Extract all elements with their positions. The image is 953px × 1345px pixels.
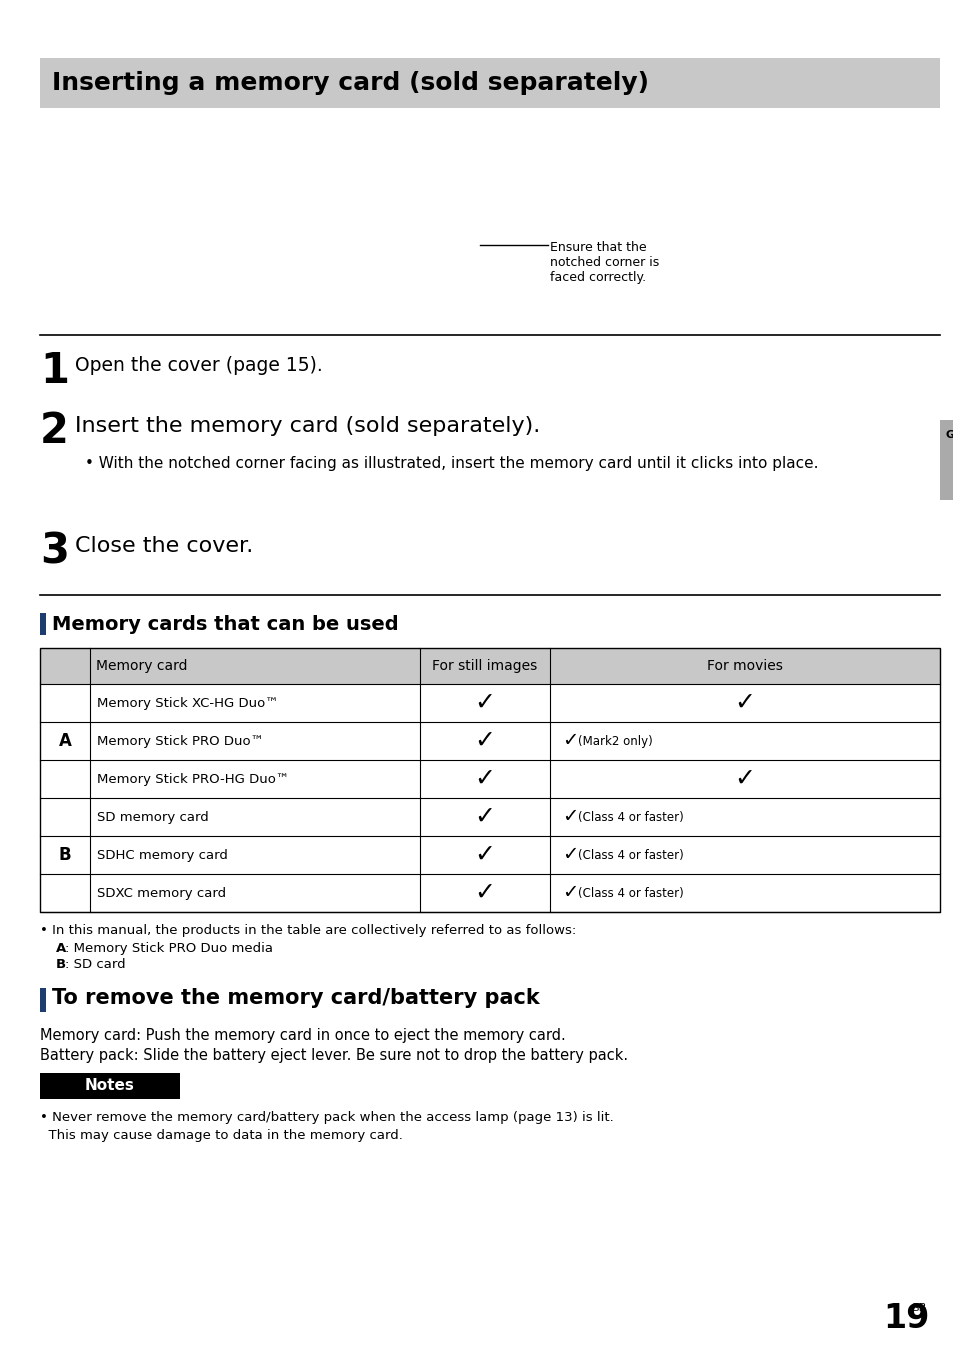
Text: ✓: ✓ [474,729,495,753]
Text: (Class 4 or faster): (Class 4 or faster) [578,811,683,823]
Text: GB: GB [909,1303,925,1313]
Bar [40,58,939,108]
Text: For movies: For movies [706,659,782,672]
Text: • Never remove the memory card/battery pack when the access lamp (page 13) is li: • Never remove the memory card/battery p… [40,1111,613,1124]
Text: ✓: ✓ [734,691,755,716]
Bar [40,989,46,1011]
Text: Notes: Notes [85,1079,134,1093]
Text: ✓: ✓ [474,691,495,716]
Text: SDXC memory card: SDXC memory card [97,886,226,900]
Text: (Class 4 or faster): (Class 4 or faster) [578,886,683,900]
Bar [939,420,953,500]
Bar [40,613,46,635]
Text: ✓: ✓ [561,732,578,751]
Text: ✓: ✓ [474,881,495,905]
Text: ✓: ✓ [561,846,578,865]
Text: ✓: ✓ [474,767,495,791]
Text: • In this manual, the products in the table are collectively referred to as foll: • In this manual, the products in the ta… [40,924,576,937]
Text: (Class 4 or faster): (Class 4 or faster) [578,849,683,862]
Text: For still images: For still images [432,659,537,672]
Text: B: B [59,846,71,863]
Text: Ensure that the
notched corner is
faced correctly.: Ensure that the notched corner is faced … [550,241,659,284]
Text: Memory cards that can be used: Memory cards that can be used [52,615,398,633]
Text: Close the cover.: Close the cover. [75,537,253,555]
Text: 19: 19 [882,1302,929,1336]
Text: 1: 1 [40,350,69,391]
Text: A: A [58,732,71,751]
Text: Insert the memory card (sold separately).: Insert the memory card (sold separately)… [75,416,539,436]
Text: This may cause damage to data in the memory card.: This may cause damage to data in the mem… [40,1128,402,1142]
Bar [40,1073,180,1099]
Text: ✓: ✓ [561,884,578,902]
Bar [40,648,939,912]
Text: : Memory Stick PRO Duo media: : Memory Stick PRO Duo media [65,941,273,955]
Text: 2: 2 [40,410,69,452]
Text: Battery pack: Slide the battery eject lever. Be sure not to drop the battery pac: Battery pack: Slide the battery eject le… [40,1048,627,1063]
Text: Open the cover (page 15).: Open the cover (page 15). [75,356,322,375]
Text: : SD card: : SD card [65,958,126,971]
Text: Memory Stick PRO Duo™: Memory Stick PRO Duo™ [97,734,264,748]
Text: ✓: ✓ [734,767,755,791]
Text: Memory card: Push the memory card in once to eject the memory card.: Memory card: Push the memory card in onc… [40,1028,565,1042]
Text: ✓: ✓ [474,843,495,868]
Text: SDHC memory card: SDHC memory card [97,849,228,862]
Text: To remove the memory card/battery pack: To remove the memory card/battery pack [52,989,539,1007]
Text: • With the notched corner facing as illustrated, insert the memory card until it: • With the notched corner facing as illu… [85,456,818,471]
Text: ✓: ✓ [474,806,495,829]
Text: (Mark2 only): (Mark2 only) [578,734,652,748]
Text: Memory Stick PRO-HG Duo™: Memory Stick PRO-HG Duo™ [97,772,289,785]
Text: SD memory card: SD memory card [97,811,209,823]
Text: 3: 3 [40,530,69,572]
Text: Memory Stick XC-HG Duo™: Memory Stick XC-HG Duo™ [97,697,278,710]
Text: B: B [56,958,66,971]
Text: GB: GB [944,430,953,440]
Text: A: A [56,941,66,955]
Text: Inserting a memory card (sold separately): Inserting a memory card (sold separately… [52,71,648,95]
Bar [40,648,939,685]
Text: Memory card: Memory card [96,659,188,672]
Text: ✓: ✓ [561,807,578,826]
